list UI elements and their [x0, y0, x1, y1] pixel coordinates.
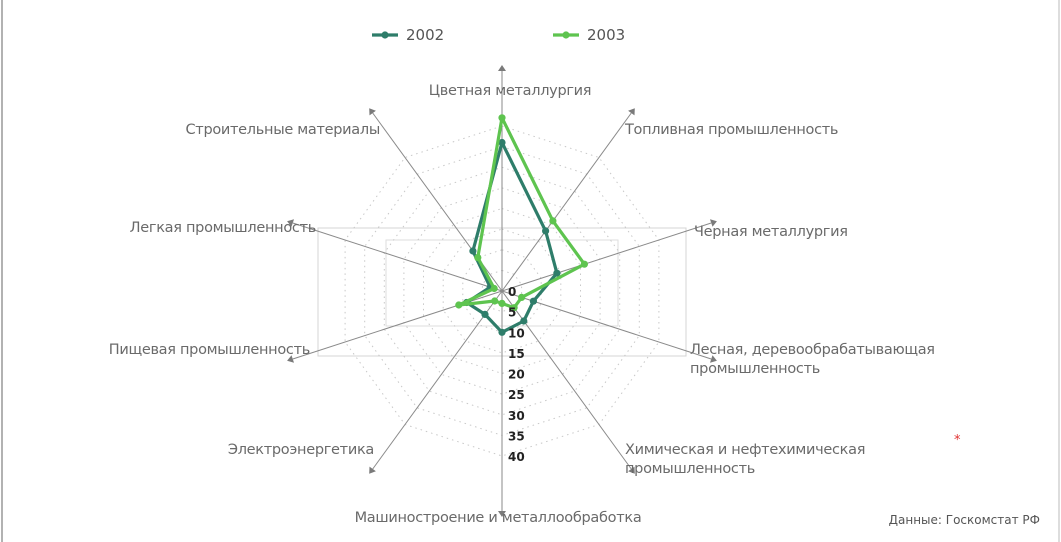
category-label-line: Топливная промышленность — [624, 122, 838, 138]
r-tick-label: 25 — [508, 388, 525, 402]
category-label: Машиностроение и металлообработка — [355, 510, 642, 526]
category-label-line: Лесная, деревообрабатывающая — [690, 342, 935, 358]
category-label: Пищевая промышленность — [109, 342, 310, 358]
axis-arrowhead — [287, 219, 294, 227]
series-point-2002 — [498, 328, 506, 336]
axis-arrowhead — [369, 466, 376, 474]
r-tick-label: 35 — [508, 429, 525, 443]
r-tick-label: 20 — [508, 368, 525, 382]
category-label: Черная металлургия — [694, 224, 848, 240]
series-point-2003 — [490, 284, 498, 293]
legend-label-2003: 2003 — [587, 26, 625, 44]
series-point-2002 — [529, 297, 538, 305]
axis-arrowhead — [628, 466, 635, 474]
axis-arrowhead — [710, 219, 717, 227]
r-tick-label: 30 — [508, 409, 525, 423]
series-point-2003 — [474, 254, 482, 262]
footnote-mark: * — [954, 433, 961, 448]
category-label-line: Пищевая промышленность — [109, 342, 310, 358]
series-point-2003 — [549, 217, 557, 225]
axis-arrowhead — [710, 355, 717, 363]
category-label: Электроэнергетика — [228, 442, 374, 458]
series-point-2003 — [580, 260, 589, 268]
category-label-line: Черная металлургия — [694, 224, 848, 240]
r-tick-label: 10 — [508, 326, 525, 340]
grid-ring — [383, 166, 621, 416]
category-label-line: Легкая промышленность — [130, 220, 316, 236]
source-note: Данные: Госкомстат РФ — [889, 513, 1040, 527]
category-label-line: Строительные материалы — [185, 122, 380, 138]
category-label-line: Электроэнергетика — [228, 442, 374, 458]
r-tick-label: 15 — [508, 347, 525, 361]
legend-marker-2002 — [381, 31, 389, 39]
category-label: Строительные материалы — [185, 122, 380, 138]
category-label-line: Машиностроение и металлообработка — [355, 510, 642, 526]
category-label: Лесная, деревообрабатывающая промышленнос… — [690, 342, 935, 377]
category-label-line: Цветная металлургия — [429, 83, 591, 99]
series-point-2002 — [481, 310, 489, 318]
series-point-2002 — [469, 247, 477, 255]
series-point-2003 — [498, 114, 506, 122]
r-tick-label: 40 — [508, 450, 525, 464]
category-label: Химическая и нефтехимическая промышленнос… — [625, 442, 865, 477]
r-tick-label: 0 — [508, 285, 516, 299]
axis-spoke — [292, 222, 503, 292]
series-point-2003 — [455, 301, 463, 309]
series-point-2002 — [553, 269, 561, 277]
legend-label-2002: 2002 — [406, 26, 444, 44]
axis-arrowhead — [369, 108, 376, 116]
series-point-2003 — [498, 299, 506, 307]
series-point-2002 — [498, 138, 506, 147]
series-point-2002 — [542, 227, 550, 235]
category-label: Цветная металлургия — [429, 83, 591, 99]
category-label-line: промышленность — [690, 361, 820, 377]
axis-spoke — [501, 222, 712, 292]
axis-arrowhead — [498, 65, 506, 71]
axis-arrowhead — [287, 355, 294, 363]
category-label: Легкая промышленность — [130, 220, 316, 236]
axis-arrowhead — [628, 108, 635, 116]
legend-marker-2003 — [562, 31, 570, 39]
series-point-2002 — [520, 317, 528, 325]
series-point-2003 — [510, 304, 518, 312]
r-tick-label: 5 — [508, 306, 516, 320]
axis-arrowhead — [498, 511, 506, 517]
series-point-2003 — [518, 293, 526, 301]
axis-spoke — [501, 290, 712, 360]
category-label-line: Химическая и нефтехимическая — [625, 442, 865, 458]
grid-ring — [423, 207, 581, 375]
axis-spoke — [501, 112, 632, 292]
axis-spoke — [372, 290, 503, 470]
category-label-line: промышленность — [625, 461, 755, 477]
category-label: Топливная промышленность — [624, 122, 838, 138]
series-point-2003 — [491, 297, 499, 305]
